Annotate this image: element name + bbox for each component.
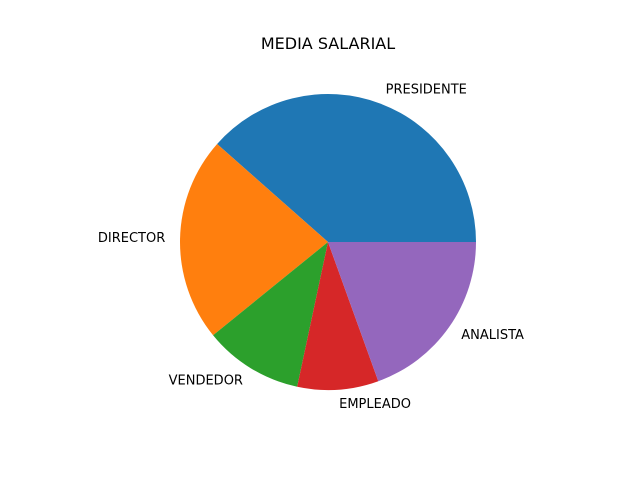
pie-labels: PRESIDENTE DIRECTOR VENDEDOR EMPLEADO ANALIS… (98, 82, 524, 412)
pie-slice-vendedor (213, 242, 328, 387)
chart-title: MEDIA SALARIAL (261, 34, 395, 53)
pie-label-vendedor: VENDEDOR (169, 373, 243, 388)
pie-label-empleado: EMPLEADO (339, 397, 411, 412)
pie-slice-director (180, 143, 328, 336)
pie-label-director: DIRECTOR (98, 231, 165, 246)
pie-slice-presidente (217, 94, 477, 242)
pie-label-presidente: PRESIDENTE (386, 82, 467, 97)
pie-slice-empleado (297, 242, 379, 390)
pie-label-analista: ANALISTA (461, 328, 524, 343)
pie-slice-analista (328, 242, 476, 382)
pie-slices (180, 94, 477, 390)
